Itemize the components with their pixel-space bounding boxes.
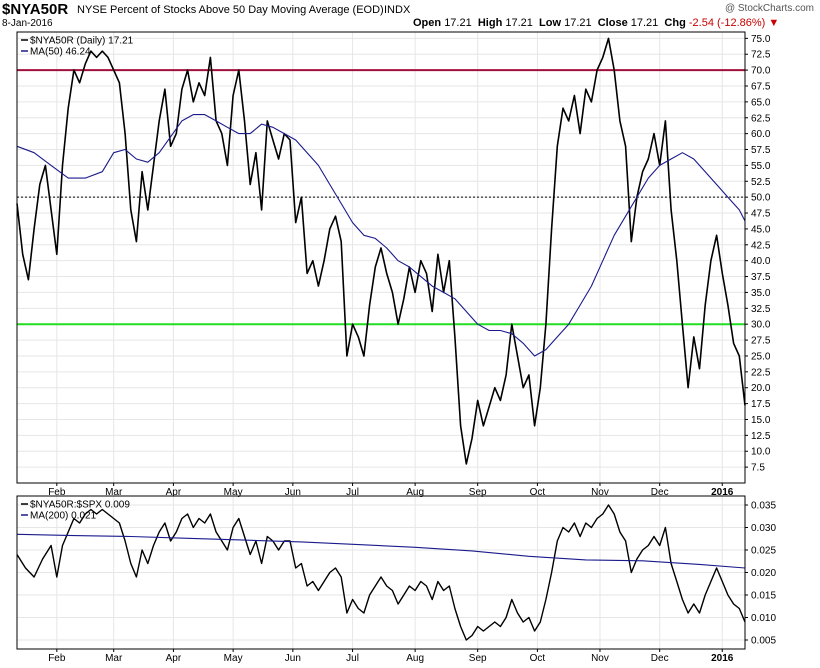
legend-entry: $NYA50R (Daily) 17.21: [30, 36, 134, 47]
down-arrow-icon: ▼: [768, 17, 780, 29]
y-tick-label: 60.0: [751, 129, 771, 140]
y-tick-label: 0.030: [751, 523, 776, 534]
plot-frame: [16, 31, 746, 484]
x-tick-label: 2016: [711, 487, 734, 498]
y-tick-label: 67.5: [751, 81, 771, 92]
open-value: 17.21: [444, 17, 472, 29]
x-tick-label: 2016: [711, 653, 734, 664]
x-tick-label: Nov: [591, 487, 609, 498]
y-tick-label: 22.5: [751, 367, 771, 378]
low-label: Low: [539, 17, 562, 29]
y-tick-label: 47.5: [751, 209, 771, 220]
y-tick-label: 55.0: [751, 161, 771, 172]
y-tick-label: 30.0: [751, 320, 771, 331]
y-tick-label: 62.5: [751, 113, 771, 124]
x-tick-label: Oct: [530, 487, 546, 498]
panel-ratio: 0.005 0.010 0.015 0.020 0.025 0.030 0.035 Feb Ma…: [16, 495, 776, 664]
x-tick-label: Jul: [346, 487, 359, 498]
series-line-price: [16, 504, 746, 641]
panel-main: 7.5 10.0 12.5 15.0 17.5 20.0 22.5 25.0 27.5 30.0 3…: [16, 31, 771, 498]
x-tick-label: Sep: [469, 487, 487, 498]
y-tick-label: 37.5: [751, 272, 771, 283]
x-tick-label: May: [224, 653, 243, 664]
x-tick-label: Oct: [530, 653, 546, 664]
y-tick-label: 52.5: [751, 177, 771, 188]
x-tick-label: Mar: [105, 653, 123, 664]
y-tick-label: 15.0: [751, 415, 771, 426]
series-line-moving-average: [16, 533, 746, 569]
legend-entry: MA(200) 0.021: [30, 511, 97, 522]
open-label: Open: [413, 17, 442, 29]
symbol-title: $NYA50R: [2, 1, 69, 18]
series-line-price: [16, 37, 746, 465]
legend-entry: $NYA50R:$SPX 0.009: [30, 500, 130, 511]
y-tick-label: 0.035: [751, 501, 776, 512]
y-tick-label: 32.5: [751, 304, 771, 315]
x-tick-label: Dec: [651, 487, 669, 498]
y-tick-label: 0.020: [751, 568, 776, 579]
y-tick-label: 70.0: [751, 66, 771, 77]
y-tick-label: 17.5: [751, 399, 771, 410]
y-tick-label: 10.0: [751, 447, 771, 458]
legend-entry: MA(50) 46.24: [30, 47, 91, 58]
low-value: 17.21: [564, 17, 592, 29]
x-tick-label: Aug: [406, 653, 424, 664]
x-tick-label: Jun: [285, 487, 301, 498]
x-tick-label: Apr: [166, 487, 182, 498]
y-tick-label: 65.0: [751, 97, 771, 108]
x-tick-label: Mar: [105, 487, 123, 498]
x-tick-label: Jul: [346, 653, 359, 664]
x-tick-label: Feb: [48, 487, 66, 498]
x-tick-label: Sep: [469, 653, 487, 664]
high-label: High: [477, 17, 503, 29]
y-tick-label: 20.0: [751, 383, 771, 394]
ohlc-readout: Open 17.21 High 17.21 Low 17.21 Close 17…: [413, 17, 779, 29]
x-tick-label: Apr: [166, 653, 182, 664]
exchange-label: INDX: [384, 4, 411, 16]
y-tick-label: 45.0: [751, 224, 771, 235]
y-tick-label: 0.005: [751, 636, 776, 647]
y-tick-label: 25.0: [751, 351, 771, 362]
x-tick-label: Jun: [285, 653, 301, 664]
y-tick-label: 35.0: [751, 288, 771, 299]
y-tick-label: 72.5: [751, 50, 771, 61]
y-tick-label: 0.025: [751, 546, 776, 557]
symbol-description: NYSE Percent of Stocks Above 50 Day Movi…: [77, 4, 384, 16]
y-tick-label: 42.5: [751, 240, 771, 251]
chart-header: $NYA50R NYSE Percent of Stocks Above 50 …: [0, 0, 820, 32]
x-tick-label: Feb: [48, 653, 66, 664]
y-tick-label: 50.0: [751, 193, 771, 204]
y-tick-label: 27.5: [751, 336, 771, 347]
chart-date: 8-Jan-2016: [2, 18, 53, 29]
close-value: 17.21: [630, 17, 659, 29]
y-tick-label: 12.5: [751, 431, 771, 442]
y-tick-label: 75.0: [751, 34, 771, 45]
series-line-moving-average: [16, 114, 746, 357]
chg-value: -2.54 (-12.86%): [688, 17, 766, 29]
copyright: @ StockCharts.com: [724, 3, 814, 14]
y-tick-label: 0.010: [751, 613, 776, 624]
x-tick-label: Nov: [591, 653, 609, 664]
chg-label: Chg: [664, 17, 686, 29]
y-tick-label: 57.5: [751, 145, 771, 156]
y-tick-label: 0.015: [751, 591, 776, 602]
high-value: 17.21: [505, 17, 533, 29]
y-tick-label: 40.0: [751, 256, 771, 267]
x-tick-label: Dec: [651, 653, 669, 664]
close-label: Close: [597, 17, 628, 29]
x-tick-label: Aug: [406, 487, 424, 498]
x-tick-label: May: [224, 487, 243, 498]
y-tick-label: 7.5: [751, 463, 765, 474]
